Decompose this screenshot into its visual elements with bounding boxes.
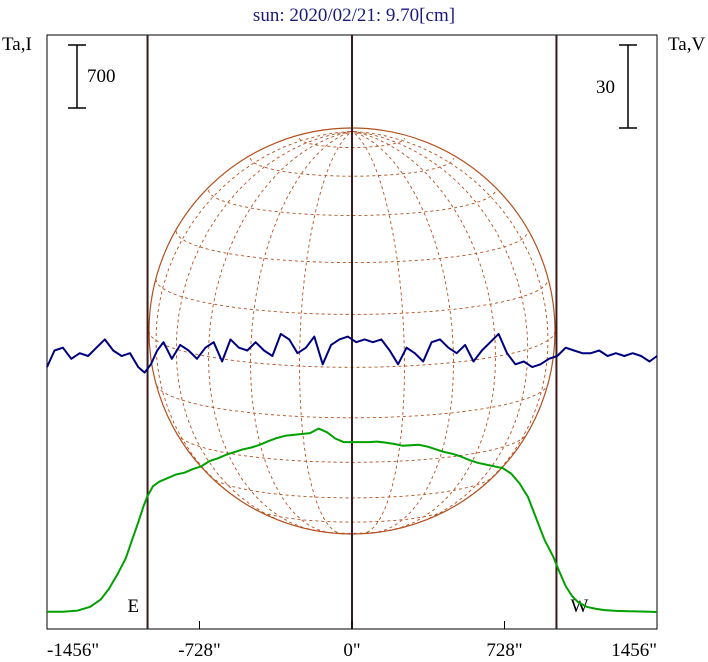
x-axis: -1456" -728" 0" 728" 1456" bbox=[46, 621, 658, 661]
x-tick-label: 728" bbox=[486, 640, 522, 661]
limb-marker-label: E bbox=[128, 596, 140, 617]
limb-marker-label: W bbox=[570, 596, 588, 617]
x-tick-label: -728" bbox=[178, 640, 221, 661]
series-line-V bbox=[46, 332, 658, 374]
data-series bbox=[46, 332, 658, 613]
x-tick-label: 1456" bbox=[611, 640, 657, 661]
latitude-line bbox=[208, 189, 496, 216]
right-axis-label: Ta,V bbox=[668, 34, 705, 55]
series-line-I bbox=[46, 427, 658, 613]
x-tick-label: -1456" bbox=[47, 640, 99, 661]
left-scale-value: 700 bbox=[87, 66, 116, 87]
left-axis-label: Ta,I bbox=[2, 34, 32, 55]
chart-title: sun: 2020/02/21: 9.70[cm] bbox=[253, 5, 455, 26]
longitude-line bbox=[208, 130, 353, 532]
longitude-line bbox=[351, 130, 529, 526]
longitude-line bbox=[250, 130, 353, 533]
x-tick-label: 0" bbox=[343, 640, 360, 661]
longitude-line bbox=[175, 130, 353, 526]
right-scale-bar: 30 bbox=[596, 44, 637, 129]
latitude-line bbox=[156, 385, 548, 419]
longitude-line bbox=[351, 130, 405, 535]
longitude-line bbox=[351, 130, 454, 533]
longitude-line bbox=[299, 130, 353, 535]
longitude-line bbox=[155, 130, 353, 501]
longitude-line bbox=[351, 130, 496, 532]
right-scale-value: 30 bbox=[596, 77, 615, 98]
left-scale-bar: 700 bbox=[68, 44, 116, 109]
longitude-line bbox=[351, 130, 549, 501]
